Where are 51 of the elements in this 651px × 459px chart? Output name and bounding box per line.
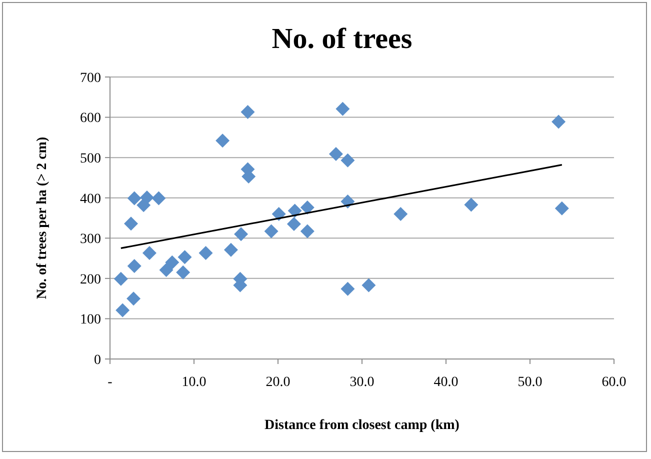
y-axis-title: No. of trees per ha (> 2 cm) <box>35 136 50 300</box>
point <box>288 204 302 218</box>
x-tick-label: 20.0 <box>266 375 290 390</box>
point <box>300 200 314 215</box>
point <box>224 242 238 257</box>
point <box>127 258 142 273</box>
point <box>159 262 174 277</box>
point <box>286 217 301 232</box>
point <box>554 201 569 216</box>
x-tick-label: 30.0 <box>350 375 374 390</box>
y-tick-label: 400 <box>80 192 101 207</box>
point <box>234 227 248 242</box>
x-tick-label: - <box>108 375 113 390</box>
point <box>198 246 213 260</box>
point <box>165 255 180 270</box>
x-tick-label: 10.0 <box>182 375 206 390</box>
point <box>340 282 355 296</box>
point <box>272 206 286 221</box>
y-tick-label: 100 <box>80 312 101 328</box>
point <box>116 303 130 318</box>
point <box>362 278 376 292</box>
x-tick-label: 40.0 <box>434 375 458 390</box>
y-tick-label: 200 <box>80 272 101 288</box>
x-tick-label: 60.0 <box>602 375 626 390</box>
y-tick-label: 500 <box>80 151 101 166</box>
point <box>114 272 128 286</box>
point <box>340 153 355 168</box>
point <box>264 224 278 238</box>
y-tick-label: 600 <box>80 111 101 126</box>
point <box>126 292 141 306</box>
point <box>178 250 192 264</box>
point <box>124 216 138 231</box>
point <box>464 198 478 212</box>
point <box>552 114 566 129</box>
x-axis-title: Distance from closest camp (km) <box>264 418 460 433</box>
point <box>336 102 350 116</box>
point <box>140 190 154 204</box>
y-tick-label: 0 <box>94 352 101 368</box>
y-tick-label: 700 <box>80 70 101 86</box>
point <box>127 191 142 206</box>
y-tick-label: 300 <box>80 232 101 248</box>
point <box>240 105 255 120</box>
point <box>152 191 166 206</box>
point <box>300 224 314 238</box>
x-tick-label: 50.0 <box>518 375 542 390</box>
point <box>216 134 230 148</box>
point <box>328 146 343 161</box>
point <box>176 265 190 280</box>
chart-title: No. of trees <box>272 23 412 55</box>
point <box>142 246 156 260</box>
point <box>394 206 408 221</box>
